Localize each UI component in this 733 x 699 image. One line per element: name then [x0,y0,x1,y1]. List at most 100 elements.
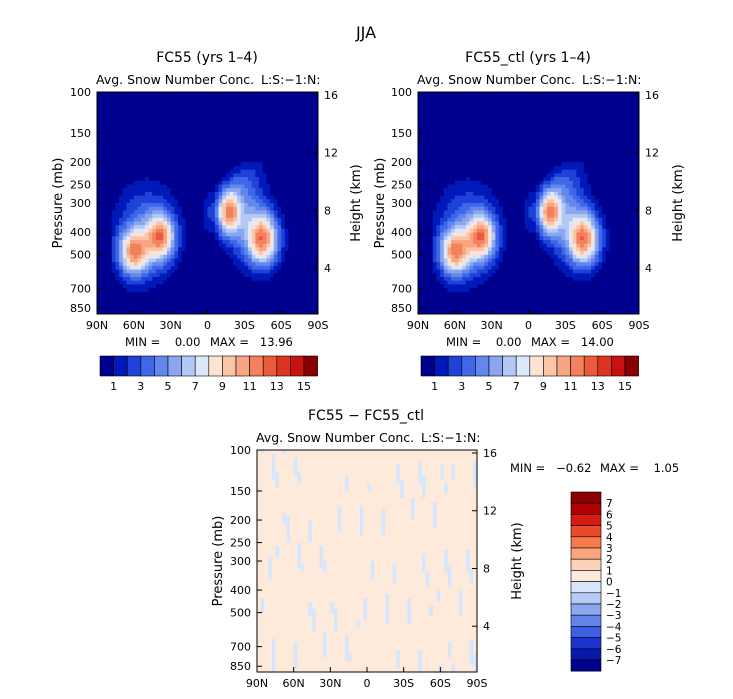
contour-cell [181,188,186,193]
contour-cell [521,106,526,112]
contour-cell [185,265,190,271]
contour-cell [240,228,245,234]
contour-cell [251,203,256,208]
contour-cell [200,173,205,178]
contour-cell [155,106,161,112]
contour-cell [126,240,131,245]
contour-cell [310,154,315,160]
contour-cell [155,277,161,282]
contour-cell [214,162,220,167]
contour-cell [306,114,312,119]
contour-cell [550,132,555,137]
contour-cell [108,310,113,314]
contour-cell [524,125,530,130]
contour-cell [295,121,301,126]
contour-cell [284,225,290,230]
contour-cell [236,262,242,267]
contour-cell [174,177,179,182]
contour-cell [166,154,172,160]
contour-cell [314,169,318,174]
contour-cell [465,125,471,130]
contour-cell [148,132,153,137]
contour-cell [233,273,238,278]
contour-cell [104,169,109,174]
contour-cell [454,103,460,108]
contour-cell [152,251,157,256]
contour-cell [166,147,172,152]
contour-cell [295,177,301,182]
contour-cell [255,291,260,297]
contour-cell [159,291,164,297]
contour-cell [284,166,290,171]
contour-cell [635,143,639,149]
contour-cell [126,162,131,167]
contour-cell [277,265,282,271]
contour-cell [251,291,256,297]
contour-cell [255,188,260,193]
contour-cell [299,99,304,104]
contour-cell [598,129,603,134]
contour-cell [613,125,618,130]
contour-cell [510,162,515,167]
contour-cell [591,162,596,167]
contour-cell [166,262,172,267]
contour-cell [598,158,603,163]
contour-cell [236,214,242,219]
contour-cell [451,92,456,97]
contour-cell [244,206,249,211]
contour-cell [569,140,574,145]
contour-cell [565,166,570,171]
contour-cell [130,95,135,100]
contour-cell [97,306,102,311]
contour-cell [539,95,544,100]
contour-cell [181,162,186,167]
contour-cell [207,214,212,219]
contour-cell [170,247,175,252]
contour-cell [310,103,315,108]
contour-cell [273,169,279,174]
contour-cell [572,132,577,137]
contour-cell [476,121,482,126]
contour-cell [178,180,183,186]
contour-cell [259,166,264,171]
contour-cell [200,225,205,230]
contour-cell [251,199,256,204]
contour-cell [543,136,548,141]
contour-cell [458,143,463,149]
contour-cell [144,106,150,112]
contour-cell [126,277,131,282]
contour-cell [130,258,135,263]
contour-cell [487,95,493,100]
contour-cell [185,125,190,130]
contour-cell [170,177,175,182]
contour-cell [491,143,496,149]
contour-cell [233,129,238,134]
contour-cell [196,136,201,141]
contour-cell [207,125,212,130]
contour-cell [104,151,109,156]
contour-cell [196,110,201,115]
contour-cell [546,140,552,145]
contour-cell [521,169,526,174]
contour-cell [163,169,168,174]
contour-cell [270,132,275,137]
contour-cell [314,106,318,112]
contour-cell [174,162,179,167]
contour-cell [469,117,474,123]
contour-cell [273,147,279,152]
contour-cell [133,240,139,245]
contour-cell [163,173,168,178]
contour-cell [306,180,312,186]
contour-cell [543,166,548,171]
contour-cell [133,110,139,115]
contour-cell [273,232,279,237]
contour-cell [580,95,585,100]
contour-cell [185,199,190,204]
contour-cell [115,143,120,149]
contour-cell [122,117,128,123]
contour-cell [192,225,198,230]
contour-cell [211,125,216,130]
contour-cell [181,280,186,285]
contour-cell [487,162,493,167]
contour-cell [303,173,308,178]
